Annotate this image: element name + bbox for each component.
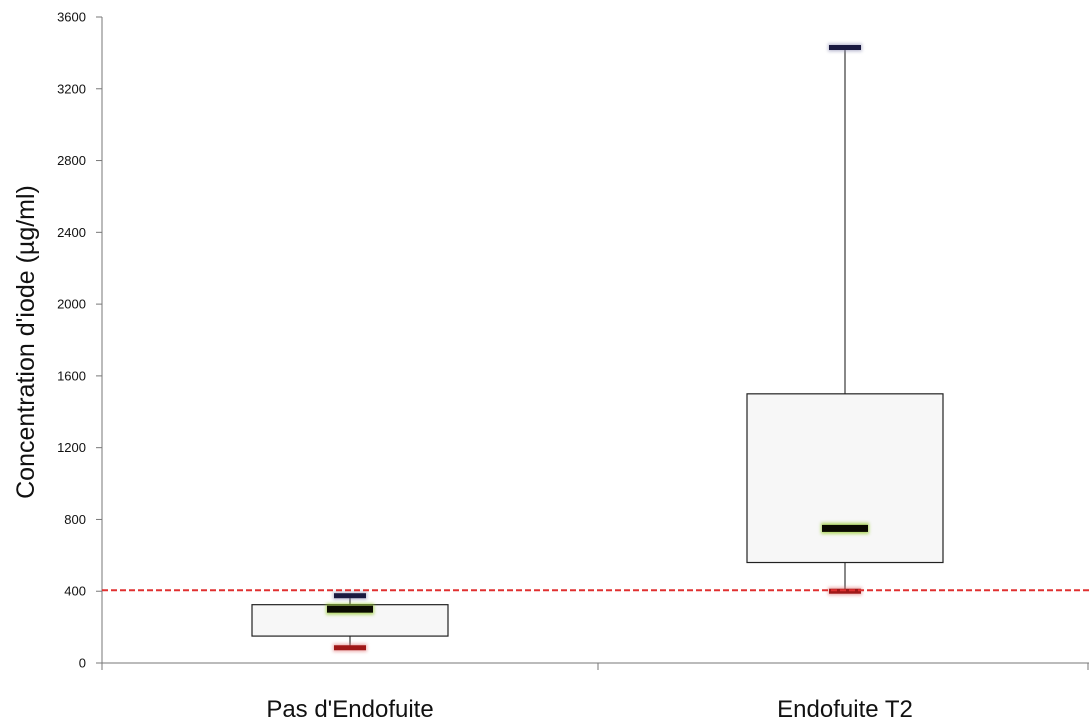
median-marker [327,605,373,613]
y-tick-label: 3600 [57,10,86,25]
y-tick-label: 400 [64,584,86,599]
y-axis-title: Concentration d'iode (µg/ml) [12,185,40,499]
y-tick-label: 2800 [57,153,86,168]
y-tick-label: 1200 [57,440,86,455]
y-tick-label: 800 [64,512,86,527]
y-tick-label: 0 [79,656,86,671]
y-tick-label: 1600 [57,368,86,383]
max-marker [334,593,366,599]
y-tick-label: 3200 [57,81,86,96]
y-tick-label: 2000 [57,297,86,312]
box-plot-series [251,43,944,652]
min-marker [334,645,366,651]
x-category-label: Endofuite T2 [777,696,913,723]
box-2 [746,43,944,596]
max-marker [829,45,861,51]
box-1 [251,591,449,652]
x-axis: Pas d'Endofuite Endofuite T2 [101,662,1089,723]
median-marker [822,524,868,532]
iqr-box [746,393,944,564]
y-axis: 0 400 800 1200 1600 2000 2400 2800 3200 3600 [57,10,103,671]
x-category-label: Pas d'Endofuite [266,696,433,723]
y-tick-label: 2400 [57,225,86,240]
